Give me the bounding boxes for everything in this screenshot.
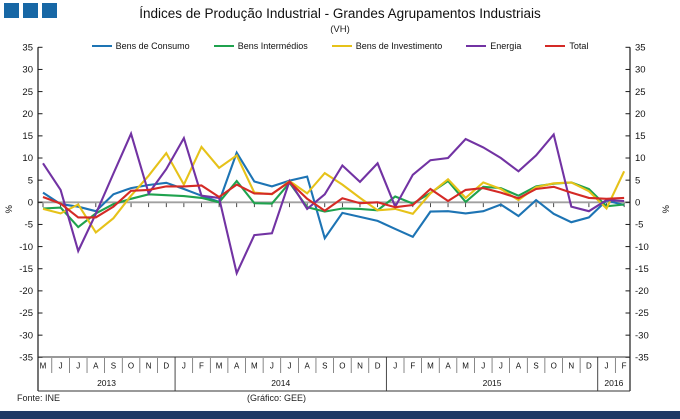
- y-tick-label-left: -5: [25, 220, 33, 231]
- y-tick-label-right: -10: [635, 242, 649, 253]
- source-label: Fonte: INE: [17, 393, 61, 403]
- month-label: A: [93, 362, 99, 371]
- month-label: N: [146, 362, 152, 371]
- month-label: M: [427, 362, 434, 371]
- month-label: J: [59, 362, 63, 371]
- y-tick-label-right: 20: [635, 109, 646, 120]
- month-label: J: [270, 362, 274, 371]
- month-label: J: [605, 362, 609, 371]
- y-tick-label-left: 20: [22, 109, 33, 120]
- month-label: F: [410, 362, 415, 371]
- y-tick-label-left: -30: [19, 330, 33, 341]
- y-tick-label-left: 25: [22, 87, 33, 98]
- chart-subtitle: (VH): [330, 24, 350, 35]
- month-label: F: [199, 362, 204, 371]
- page-title: Índices de Produção Industrial - Grandes…: [139, 6, 541, 21]
- month-label: F: [622, 362, 627, 371]
- y-tick-label-left: -20: [19, 286, 33, 297]
- year-label: 2015: [483, 378, 502, 388]
- month-label: A: [516, 362, 522, 371]
- year-label: 2013: [97, 378, 116, 388]
- y-tick-label-right: -20: [635, 286, 649, 297]
- series-line-total: [42, 180, 625, 219]
- y-tick-label-right: 30: [635, 65, 646, 76]
- y-tick-label-right: -5: [635, 220, 643, 231]
- month-label: S: [322, 362, 327, 371]
- month-label: N: [357, 362, 363, 371]
- y-tick-label-right: 5: [635, 175, 640, 186]
- month-label: A: [234, 362, 240, 371]
- month-label: D: [163, 362, 169, 371]
- y-tick-label-left: 15: [22, 131, 33, 142]
- month-label: J: [182, 362, 186, 371]
- y-tick-label-right: 35: [635, 42, 646, 53]
- y-tick-label-left: 0: [28, 198, 33, 209]
- series-line-energia: [42, 130, 625, 277]
- month-label: O: [128, 362, 134, 371]
- logo-square: [23, 3, 38, 18]
- month-label: J: [288, 362, 292, 371]
- y-tick-label-right: -30: [635, 330, 649, 341]
- y-tick-label-left: -10: [19, 242, 33, 253]
- chart-area: -35 -35 -30 -30 -25 -25 -20 -20 -15 -15 -10 -10 -5 -5…: [0, 40, 680, 392]
- month-label: O: [551, 362, 557, 371]
- y-axis-title-left: %: [4, 205, 15, 214]
- month-label: S: [533, 362, 538, 371]
- y-tick-label-right: 15: [635, 131, 646, 142]
- y-axis-title-right: %: [661, 205, 672, 214]
- y-tick-label-left: 5: [28, 175, 33, 186]
- month-label: J: [76, 362, 80, 371]
- month-label: N: [568, 362, 574, 371]
- month-label: M: [216, 362, 223, 371]
- logo: [4, 3, 57, 18]
- month-label: S: [111, 362, 116, 371]
- y-tick-label-left: -25: [19, 308, 33, 319]
- y-tick-label-left: 10: [22, 153, 33, 164]
- month-label: M: [251, 362, 258, 371]
- y-tick-label-right: 10: [635, 153, 646, 164]
- y-tick-label-right: -15: [635, 264, 649, 275]
- logo-square: [4, 3, 19, 18]
- month-label: D: [375, 362, 381, 371]
- logo-square: [42, 3, 57, 18]
- month-label: J: [481, 362, 485, 371]
- y-tick-label-right: -35: [635, 353, 649, 364]
- series-line-bens-interm-dios: [42, 179, 625, 229]
- month-label: A: [304, 362, 310, 371]
- bottom-bar: [0, 411, 680, 419]
- month-label: M: [40, 362, 47, 371]
- month-label: A: [445, 362, 451, 371]
- year-label: 2014: [271, 378, 290, 388]
- y-tick-label-right: 25: [635, 87, 646, 98]
- y-tick-label-left: -35: [19, 353, 33, 364]
- month-label: O: [339, 362, 345, 371]
- y-tick-label-right: 0: [635, 198, 640, 209]
- month-label: M: [462, 362, 469, 371]
- y-tick-label-right: -25: [635, 308, 649, 319]
- y-tick-label-left: -15: [19, 264, 33, 275]
- credit-label: (Gráfico: GEE): [247, 393, 307, 403]
- y-tick-label-left: 35: [22, 42, 33, 53]
- month-label: J: [393, 362, 397, 371]
- y-tick-label-left: 30: [22, 65, 33, 76]
- chart-canvas: -35 -35 -30 -30 -25 -25 -20 -20 -15 -15 -10 -10 -5 -5…: [4, 42, 672, 392]
- year-label: 2016: [604, 378, 623, 388]
- month-label: J: [499, 362, 503, 371]
- month-label: D: [586, 362, 592, 371]
